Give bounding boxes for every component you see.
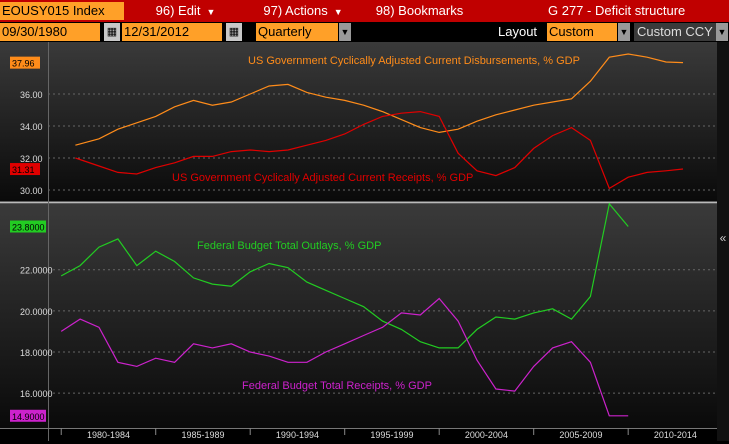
x-tick-label: 1995-1999 [370,430,413,440]
chart-svg: « 36.00 34.00 32.00 30.00 US Government Cycl… [0,42,729,441]
chevron-down-icon[interactable]: ▼ [339,23,351,41]
top-panel-background [0,42,717,201]
edit-menu-label: 96) Edit [155,3,201,18]
x-tick-label: 2000-2004 [465,430,508,440]
layout-select[interactable]: Custom [547,23,617,41]
series-label: US Government Cyclically Adjusted Curren… [248,55,580,67]
chevron-down-icon: ▼ [333,7,343,17]
y-tick-label: 16.0000 [20,389,53,399]
ticker-field[interactable]: EOUSY015 Index [0,2,124,20]
y-tick-label: 22.0000 [20,266,53,276]
x-tick-label: 1990-1994 [276,430,319,440]
y-tick-label: 20.0000 [20,307,53,317]
toolbar: EOUSY015 Index 96) Edit ▼ 97) Actions ▼ 98… [0,0,729,22]
bookmarks-menu[interactable]: 98) Bookmarks [362,2,477,20]
last-value-label: 37.96 [12,59,35,69]
x-tick-label: 2005-2009 [559,430,602,440]
expand-icon[interactable]: « [720,231,727,245]
series-label: Federal Budget Total Outlays, % GDP [197,240,381,252]
calendar-icon[interactable]: ▦ [226,23,242,41]
bookmarks-menu-label: 98) Bookmarks [375,3,464,18]
series-line [75,53,684,146]
last-value-tag [10,56,40,69]
series-line [60,297,629,417]
chart-area: « 36.00 34.00 32.00 30.00 US Government Cycl… [0,42,729,441]
currency-select[interactable]: Custom CCY [634,23,716,41]
actions-menu[interactable]: 97) Actions ▼ [247,2,359,20]
last-value-label: 31.31 [12,165,35,175]
edit-menu[interactable]: 96) Edit ▼ [128,2,243,20]
series-label: Federal Budget Total Receipts, % GDP [242,380,432,392]
chevron-down-icon: ▼ [206,7,216,17]
y-tick-label: 32.00 [20,154,43,164]
last-value-tag [10,220,46,233]
start-date-field[interactable]: 09/30/1980 [0,23,100,41]
last-value-tag [10,163,40,176]
side-scrollbar[interactable] [717,42,729,441]
page-title: G 277 - Deficit structure [548,3,686,18]
last-value-label: 23.8000 [12,223,45,233]
end-date-field[interactable]: 12/31/2012 [122,23,222,41]
layout-label: Layout [498,24,538,39]
chevron-down-icon[interactable]: ▼ [618,23,630,41]
bottom-panel-background [0,204,717,428]
chevron-down-icon[interactable]: ▼ [716,23,728,41]
series-label: US Government Cyclically Adjusted Curren… [172,172,473,184]
calendar-icon[interactable]: ▦ [104,23,120,41]
x-tick-label: 2010-2014 [654,430,697,440]
control-bar: 09/30/1980 ▦ 12/31/2012 ▦ Quarterly ▼ La… [0,22,729,42]
y-tick-label: 34.00 [20,122,43,132]
frequency-select[interactable]: Quarterly [256,23,338,41]
series-line [60,202,629,349]
y-tick-label: 36.00 [20,90,43,100]
y-tick-label: 18.0000 [20,348,53,358]
y-tick-label: 30.00 [20,186,43,196]
x-tick-label: 1985-1989 [181,430,224,440]
series-line [75,110,684,190]
last-value-tag [10,409,46,422]
x-tick-label: 1980-1984 [87,430,130,440]
actions-menu-label: 97) Actions [263,3,328,18]
last-value-label: 14.9000 [12,412,45,422]
